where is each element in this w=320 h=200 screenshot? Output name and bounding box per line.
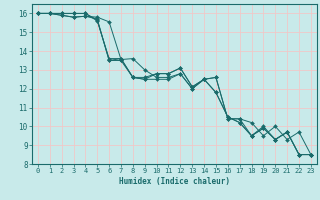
- X-axis label: Humidex (Indice chaleur): Humidex (Indice chaleur): [119, 177, 230, 186]
